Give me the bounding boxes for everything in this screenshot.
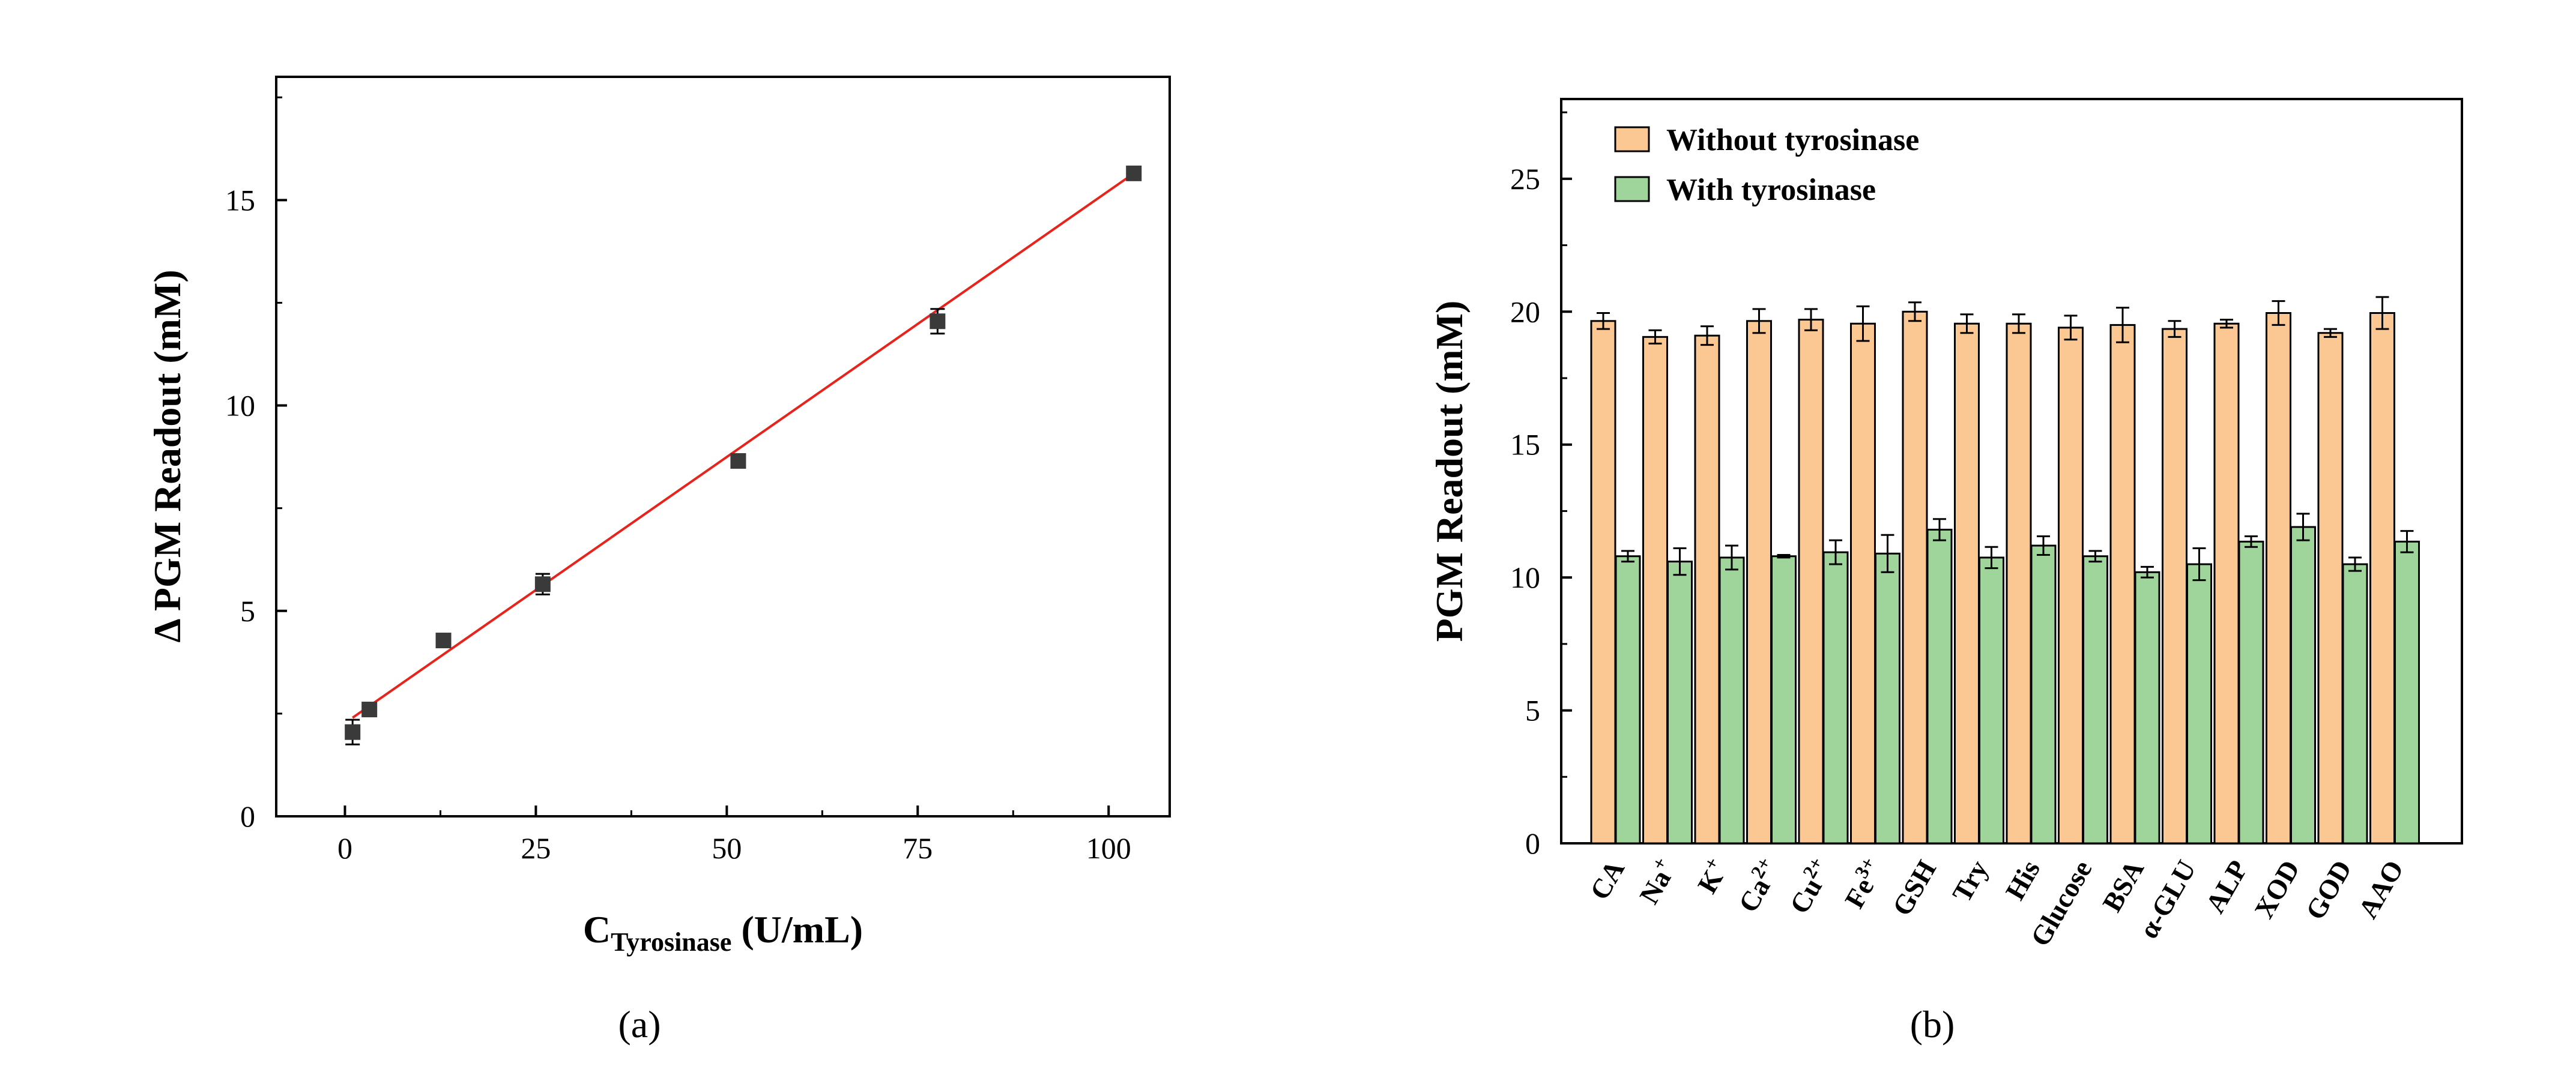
panel-a-x-axis-title-subscript: Tyrosinase: [611, 927, 731, 957]
panel-a-label: (a): [618, 1003, 661, 1046]
panel-a-y-tick-label: 10: [225, 389, 255, 423]
bar-without-tyrosinase: [1695, 336, 1719, 843]
panel-a-data-point: [930, 313, 945, 329]
panel-a-x-tick-label: 25: [521, 831, 551, 865]
panel-b-y-tick-label: 20: [1510, 295, 1540, 328]
bar-without-tyrosinase: [1903, 312, 1927, 843]
panel-a-x-axis-title-main: C: [583, 908, 611, 951]
bar-with-tyrosinase: [1876, 553, 1900, 843]
bar-without-tyrosinase: [1799, 320, 1823, 843]
panel-a-x-tick-label: 75: [903, 831, 933, 865]
panel-a-x-tick-label: 50: [712, 831, 742, 865]
legend-label-without-tyrosinase: Without tyrosinase: [1666, 123, 1919, 157]
bar-without-tyrosinase: [2007, 324, 2031, 843]
figure: 0 25 50 75 100051015 Δ PGM Readout (mM) CTyr…: [0, 0, 2576, 1081]
bar-with-tyrosinase: [2187, 564, 2212, 843]
panel-a-y-tick-label: 0: [240, 799, 255, 833]
bar-with-tyrosinase: [2395, 541, 2419, 843]
legend-swatch-with-tyrosinase: [1615, 177, 1649, 201]
panel-a-x-tick-label: 100: [1086, 831, 1131, 865]
panel-a-x-tick-label: 0: [337, 831, 352, 865]
bar-without-tyrosinase: [2267, 313, 2291, 844]
bar-without-tyrosinase: [1955, 324, 1979, 843]
bar-without-tyrosinase: [1851, 324, 1875, 843]
figure-background: [0, 0, 2576, 1081]
panel-a-y-tick-label: 5: [240, 594, 255, 628]
panel-a-data-point: [535, 576, 551, 592]
bar-without-tyrosinase: [1643, 337, 1667, 843]
bar-with-tyrosinase: [2084, 556, 2108, 843]
bar-with-tyrosinase: [2239, 541, 2263, 843]
panel-a-y-tick-label: 15: [225, 183, 255, 217]
bar-without-tyrosinase: [1747, 321, 1771, 843]
panel-b-y-tick-label: 0: [1525, 827, 1540, 860]
bar-with-tyrosinase: [2031, 546, 2055, 843]
bar-with-tyrosinase: [1772, 556, 1796, 843]
bar-with-tyrosinase: [1980, 558, 2004, 843]
bar-with-tyrosinase: [2135, 572, 2159, 843]
bar-without-tyrosinase: [2215, 324, 2239, 843]
bar-with-tyrosinase: [1824, 552, 1848, 843]
bar-without-tyrosinase: [1591, 321, 1615, 843]
panel-a-data-point: [361, 702, 377, 717]
panel-b-y-tick-label: 15: [1510, 428, 1540, 462]
panel-a-data-point: [436, 633, 452, 648]
panel-a-data-point: [730, 453, 746, 469]
panel-a-data-point: [1126, 166, 1141, 181]
bar-with-tyrosinase: [1668, 562, 1692, 843]
panel-a-data-point: [345, 724, 360, 740]
legend-label-with-tyrosinase: With tyrosinase: [1666, 173, 1876, 207]
panel-b-y-tick-label: 10: [1510, 561, 1540, 594]
bar-without-tyrosinase: [2318, 333, 2342, 843]
bar-without-tyrosinase: [2059, 328, 2083, 843]
bar-without-tyrosinase: [2371, 313, 2395, 844]
bar-without-tyrosinase: [2163, 329, 2187, 843]
panel-b-y-tick-label: 25: [1510, 162, 1540, 196]
bar-with-tyrosinase: [1927, 529, 1952, 843]
bar-without-tyrosinase: [2111, 325, 2135, 843]
bar-with-tyrosinase: [1720, 558, 1744, 843]
bar-with-tyrosinase: [1616, 556, 1640, 843]
bar-with-tyrosinase: [2343, 564, 2367, 843]
panel-a-y-axis-title: Δ PGM Readout (mM): [146, 269, 189, 642]
panel-b-y-tick-label: 5: [1525, 694, 1540, 727]
panel-a-x-axis-title-unit: (U/mL): [731, 908, 863, 951]
legend-swatch-without-tyrosinase: [1615, 127, 1649, 151]
panel-b-label: (b): [1910, 1003, 1955, 1046]
bar-with-tyrosinase: [2291, 527, 2315, 843]
panel-b-y-axis-title: PGM Readout (mM): [1428, 301, 1471, 642]
